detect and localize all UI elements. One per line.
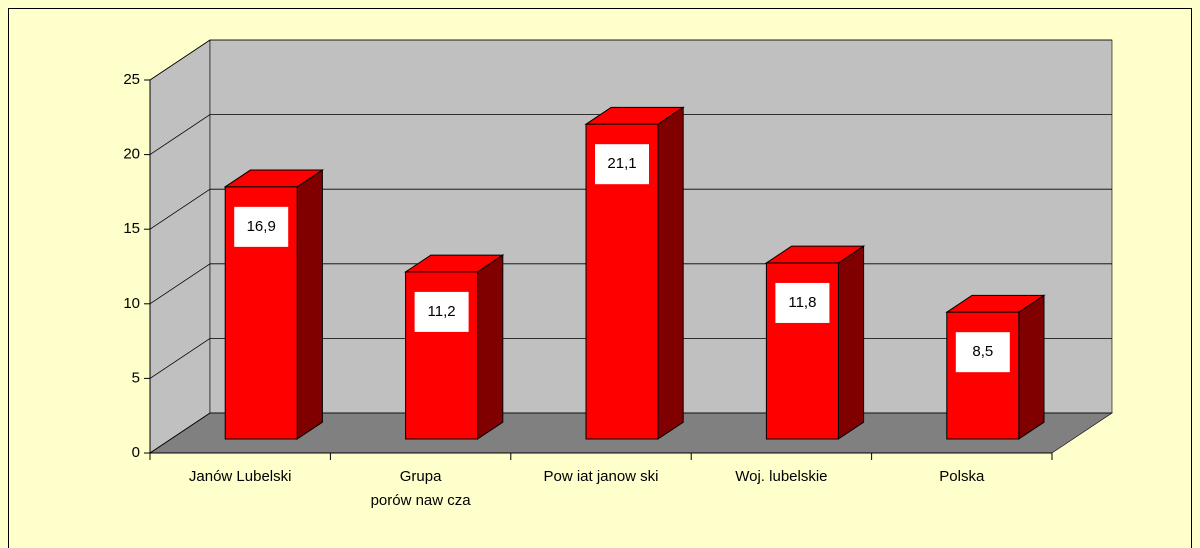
y-tick-label: 25 — [123, 71, 140, 88]
x-tick-label: Janów Lubelski — [188, 468, 292, 485]
grid-line — [149, 39, 211, 81]
grid-line — [149, 114, 211, 155]
x-tick-label: Woj. lubelskie — [735, 468, 828, 485]
y-tick-label: 5 — [132, 369, 140, 386]
y-tick-label: 0 — [132, 444, 140, 461]
side-wall — [149, 39, 211, 454]
bar-side — [837, 245, 865, 440]
value-label-box — [414, 291, 469, 332]
y-tick-label: 20 — [123, 146, 140, 163]
bar-side — [1018, 294, 1045, 440]
bar-side — [477, 254, 504, 440]
bar-front — [946, 311, 1020, 440]
value-label: 16,9 — [247, 218, 276, 235]
bar — [764, 245, 866, 440]
value-label: 21,1 — [607, 155, 636, 172]
bar-side — [657, 106, 684, 440]
grid-line — [149, 188, 211, 230]
bar — [403, 254, 505, 440]
value-label-box — [775, 282, 830, 323]
x-tick-label: Pow iat janow ski — [543, 468, 659, 485]
grid-line — [149, 338, 211, 379]
value-label-box — [595, 144, 649, 185]
value-label-box — [955, 332, 1010, 373]
y-tick-label: 10 — [123, 295, 140, 312]
x-tick-label: Polska — [939, 468, 985, 485]
value-label: 8,5 — [972, 343, 993, 360]
value-label: 11,2 — [428, 303, 456, 320]
value-label-box — [234, 206, 289, 247]
grid-line — [149, 263, 211, 305]
bar-side — [296, 169, 323, 440]
grid-line — [149, 412, 211, 454]
y-tick-label: 15 — [123, 220, 140, 237]
value-label: 11,8 — [788, 294, 816, 311]
x-tick-label: Grupa porów naw cza — [370, 468, 471, 509]
